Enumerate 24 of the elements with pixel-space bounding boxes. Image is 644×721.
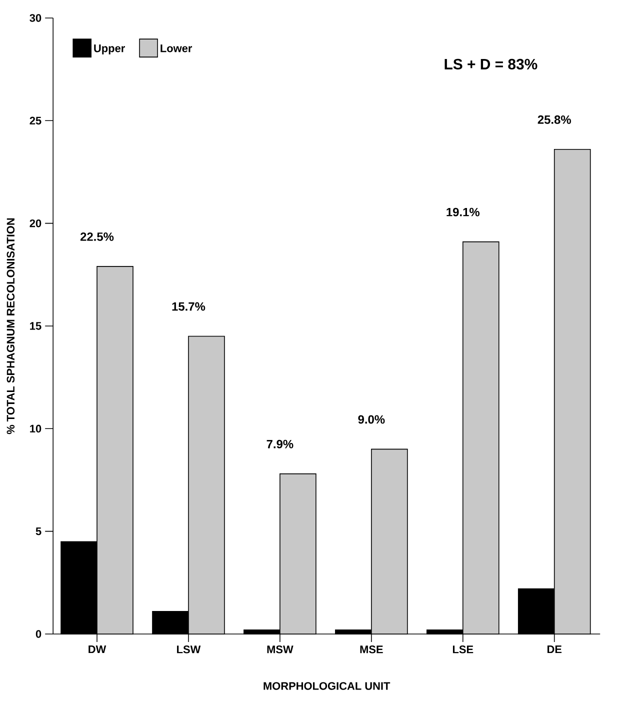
y-axis-title: % TOTAL SPHAGNUM RECOLONISATION xyxy=(6,218,15,434)
x-tick-label: DW xyxy=(88,646,106,654)
annotation: 19.1% xyxy=(446,208,480,216)
legend-label: Upper xyxy=(94,44,125,54)
x-tick-label: MSE xyxy=(360,646,383,654)
y-tick-label: 20 xyxy=(30,219,42,228)
legend-label: Lower xyxy=(160,44,192,52)
annotation: 9.0% xyxy=(358,415,385,424)
x-tick-label: LSW xyxy=(177,646,201,654)
x-tick-label: DE xyxy=(547,646,562,654)
y-tick-label: 5 xyxy=(36,528,42,536)
annotation: LS + D = 83% xyxy=(444,58,538,70)
y-tick-label: 30 xyxy=(30,14,42,22)
y-tick-label: 25 xyxy=(30,116,42,125)
annotation: 22.5% xyxy=(80,232,114,241)
y-tick-label: 15 xyxy=(30,322,42,330)
annotation: 7.9% xyxy=(266,440,294,448)
x-tick-label: MSW xyxy=(267,646,294,654)
annotation: 25.8% xyxy=(538,115,571,124)
x-tick-label: LSE xyxy=(452,646,474,654)
y-tick-label: 0 xyxy=(36,630,42,638)
y-tick-label: 10 xyxy=(30,424,42,433)
annotation: 15.7% xyxy=(172,302,206,311)
x-axis-title: MORPHOLOGICAL UNIT xyxy=(264,682,390,690)
